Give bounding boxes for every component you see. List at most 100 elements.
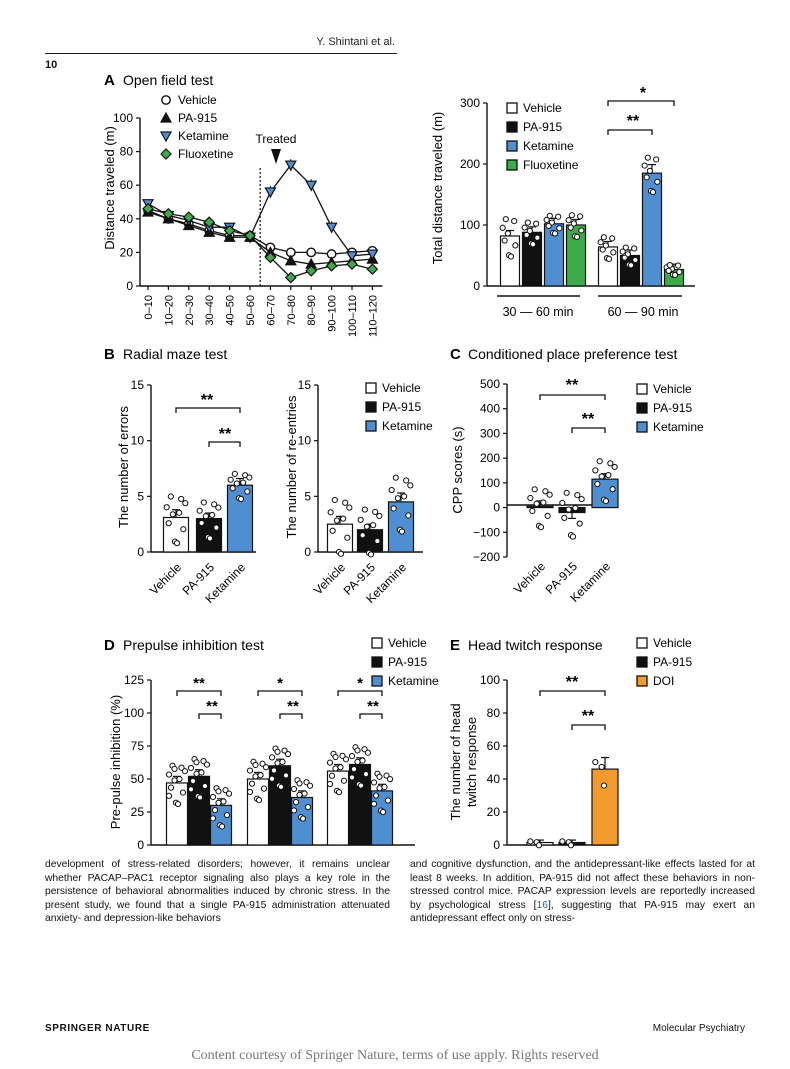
panel-b-right-point — [370, 522, 377, 529]
panel-c-title: Conditioned place preference test — [468, 346, 677, 362]
panel-e-point — [535, 842, 543, 849]
panel-d-pa-915-point — [284, 750, 292, 758]
panel-b-left-point — [167, 493, 174, 500]
panel-d-vehicle-point — [174, 800, 182, 808]
citation-link[interactable]: 16 — [536, 899, 548, 911]
panel-a-left-vehicle-point — [306, 247, 317, 258]
panel-d-pa-915-point — [268, 754, 276, 761]
panel-d-vehicle-point — [246, 788, 254, 796]
panel-a-left-fluoxetine-point — [325, 259, 338, 272]
panel-e-legend-swatch — [636, 656, 648, 668]
panel-a-left-legend-label: Ketamine — [178, 129, 229, 143]
panel-a-left-fluoxetine-point — [142, 202, 154, 215]
panel-b-left-point — [182, 500, 189, 507]
panel-a-left-ylabel: Distance traveled (m) — [102, 126, 117, 250]
panel-d-pa-915-point — [187, 764, 195, 772]
panel-c-point — [572, 504, 579, 512]
panel-b-right-point — [390, 505, 397, 512]
panel-b-left-point — [200, 499, 207, 506]
panel-a-right-sig-1: ** — [627, 113, 640, 130]
panel-b-left-point — [163, 504, 170, 511]
panel-b-left-point — [233, 480, 240, 487]
panel-d-pa-915-point — [274, 760, 281, 767]
panel-c-sig-bracket — [539, 394, 606, 400]
panel-c-bar-pa-915 — [558, 506, 586, 514]
panel-c-legend-swatch — [636, 421, 648, 433]
panel-d-vehicle-point — [260, 785, 268, 792]
panel-b-right-point — [376, 512, 383, 520]
panel-d-ketamine-point — [223, 811, 231, 819]
panel-a-left-fluoxetine-point — [305, 265, 318, 277]
panel-c-point — [542, 488, 549, 495]
panel-b-left-point — [215, 504, 222, 511]
panel-a-right-legend-label: Vehicle — [523, 101, 562, 115]
panel-a-right-vehicle-point — [502, 216, 509, 223]
panel-d-ketamine-point — [215, 788, 222, 795]
panel-a-right-ketamine-point — [555, 213, 562, 220]
panel-a-left-fluoxetine-point — [284, 271, 297, 284]
panel-b-left-point — [202, 513, 209, 520]
panel-c-point — [537, 524, 545, 531]
panel-d-pa-915-point — [198, 769, 205, 776]
panel-a-right-pa-915-point — [534, 234, 541, 241]
panel-a-right-legend-swatch — [506, 159, 518, 171]
panel-c-legend-label: PA-915 — [653, 401, 692, 415]
panel-c-legend-swatch — [636, 383, 648, 395]
panel-a-right-ketamine-point — [641, 162, 648, 169]
panel-d-ketamine-point — [384, 797, 392, 804]
panel-c-point — [598, 473, 605, 480]
panel-a-left-x-tick-label: 10–20 — [163, 295, 175, 326]
panel-e-sig-1: ** — [566, 674, 579, 691]
panel-a-right-fluoxetine-point — [671, 271, 679, 279]
panel-d-sig-bracket — [279, 713, 303, 719]
panel-b-left-point — [227, 476, 234, 483]
panel-d-ketamine-point — [296, 780, 303, 787]
panel-c-sig-bracket — [571, 427, 606, 433]
panel-e-y-tick-label: 60 — [487, 739, 501, 753]
panel-b-left-point — [231, 470, 238, 478]
panel-b-sig-bracket — [208, 441, 241, 447]
panel-b-right-point — [342, 499, 349, 506]
panel-c-point — [574, 491, 581, 499]
panel-b-left-point — [169, 511, 176, 518]
panel-c-point — [563, 489, 570, 496]
panel-d-y-tick-label: 0 — [137, 838, 144, 850]
panel-a-right-y-tick-label: 100 — [460, 218, 480, 232]
panel-a-right-fluoxetine-point — [577, 213, 584, 220]
panel-d-sig-p77-2: ** — [287, 698, 299, 715]
panel-a-left-x-tick-label: 20–30 — [184, 295, 196, 326]
panel-e-sig-bracket — [571, 724, 606, 730]
panel-a-right-fluoxetine-point — [573, 233, 581, 241]
panel-b-right-y-tick-label: 15 — [298, 378, 312, 392]
panel-d-sig-p81-2: ** — [367, 698, 379, 715]
panel-d-pa-915-point — [193, 770, 200, 777]
panel-a-right-legend-swatch — [506, 102, 518, 114]
panel-c-y-tick-label: 300 — [480, 426, 500, 440]
panel-b-legend-label: Vehicle — [382, 381, 421, 395]
panel-d-vehicle-point — [179, 789, 187, 796]
panel-d-ketamine-point — [370, 800, 378, 807]
panel-a-right-pa-915-point — [631, 245, 638, 252]
panel-c-y-tick-label: 500 — [480, 377, 500, 391]
panel-d-vehicle-point — [335, 789, 343, 796]
panel-b-left-y-tick-label: 5 — [137, 489, 144, 503]
panel-e-letter: E — [450, 637, 460, 654]
panel-b-legend-label: PA-915 — [382, 400, 421, 414]
panel-a-right-vehicle-point — [602, 242, 609, 249]
panel-d-pa-915-point — [364, 749, 372, 756]
panel-b-left-point — [246, 474, 253, 481]
panel-a-left-legend-marker — [159, 111, 173, 123]
panel-b-left-point — [176, 509, 183, 516]
panel-d-vehicle-point — [167, 784, 175, 791]
panel-a-right-ketamine-point — [551, 230, 559, 237]
panel-a-right-vehicle-point — [507, 253, 515, 260]
panel-b-right-point — [392, 474, 399, 481]
panel-c-point — [561, 514, 568, 521]
panel-a-left-fluoxetine-point — [162, 207, 175, 220]
panel-d-vehicle-point — [176, 775, 183, 783]
publisher-logo: SPRINGER NATURE — [45, 1023, 150, 1034]
panel-b-left-point — [173, 540, 181, 547]
panel-a-right-ketamine-point — [543, 216, 550, 223]
panel-b-left-point — [237, 495, 245, 503]
panel-c-point — [546, 491, 553, 498]
